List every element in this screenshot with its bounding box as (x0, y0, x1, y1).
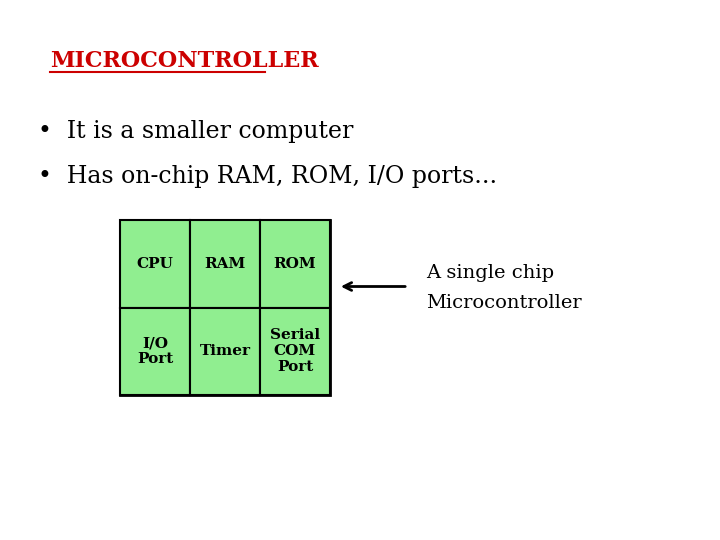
Text: MICROCONTROLLER: MICROCONTROLLER (50, 50, 319, 72)
Text: •  It is a smaller computer: • It is a smaller computer (38, 120, 354, 143)
Bar (190, 307, 260, 395)
Bar (120, 307, 190, 395)
Bar (120, 220, 330, 395)
Text: A single chip: A single chip (426, 264, 554, 281)
Text: I/O
Port: I/O Port (137, 336, 173, 366)
Text: Timer: Timer (199, 345, 251, 358)
Text: •  Has on-chip RAM, ROM, I/O ports...: • Has on-chip RAM, ROM, I/O ports... (38, 165, 497, 188)
Bar (190, 220, 260, 307)
Text: RAM: RAM (204, 256, 246, 271)
Text: ROM: ROM (274, 256, 316, 271)
Bar (260, 307, 330, 395)
Bar (260, 220, 330, 307)
Bar (120, 220, 190, 307)
Text: Serial
COM
Port: Serial COM Port (270, 328, 320, 374)
Text: CPU: CPU (137, 256, 174, 271)
Text: Microcontroller: Microcontroller (426, 294, 582, 313)
